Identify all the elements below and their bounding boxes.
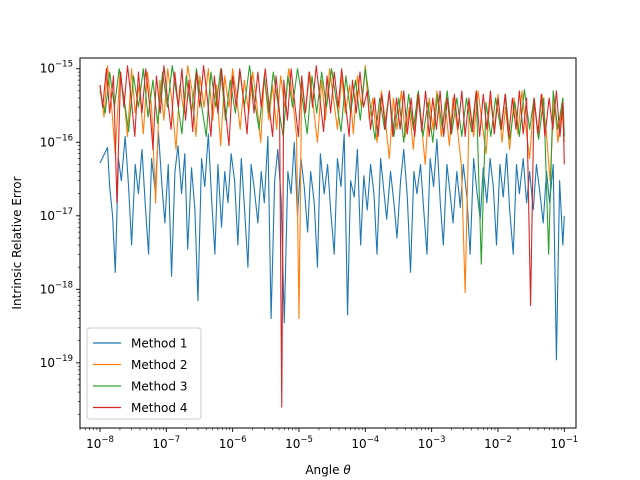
y-tick-label-0-exponent: −19	[55, 354, 73, 364]
y-tick-label-4: 10−15	[40, 60, 73, 76]
series-line-method-2	[99, 65, 565, 320]
y-tick-label-3-exponent: −16	[55, 133, 73, 143]
y-tick-label-2-base: 10	[40, 209, 55, 223]
x-tick-label-2-exponent: −6	[234, 435, 247, 445]
y-tick-label-2-exponent: −17	[55, 207, 73, 217]
x-tick-label-4-exponent: −4	[367, 435, 380, 445]
x-tick-label-6-exponent: −2	[499, 435, 512, 445]
y-tick-label-2: 10−17	[40, 207, 73, 223]
x-tick-label-1: 10−7	[152, 435, 180, 451]
y-tick-label-0: 10−19	[40, 354, 73, 370]
legend-label-method-4: Method 4	[131, 401, 187, 415]
x-axis-label: Angle θ	[305, 463, 351, 477]
x-tick-label-4-base: 10	[351, 437, 366, 451]
x-tick-label-1-base: 10	[152, 437, 167, 451]
x-tick-label-2-base: 10	[219, 437, 234, 451]
x-tick-label-0-base: 10	[86, 437, 101, 451]
x-tick-label-0-exponent: −8	[101, 435, 114, 445]
x-axis: 10−8 10−7 10−6 10−5 10−4 10−3 10−2 10−1	[79, 428, 578, 451]
series-line-method-1	[99, 130, 565, 361]
x-tick-label-4: 10−4	[351, 435, 379, 451]
y-tick-label-0-base: 10	[40, 356, 55, 370]
y-tick-label-3-base: 10	[40, 135, 55, 149]
x-tick-label-5-base: 10	[418, 437, 433, 451]
x-tick-label-7: 10−1	[550, 435, 578, 451]
y-tick-label-4-base: 10	[40, 62, 55, 76]
x-tick-label-1-exponent: −7	[168, 435, 181, 445]
x-tick-label-6: 10−2	[484, 435, 512, 451]
x-axis-label-symbol: θ	[343, 463, 351, 477]
x-tick-label-7-exponent: −1	[566, 435, 579, 445]
plot-area-frame	[79, 57, 577, 429]
series-layer	[99, 65, 565, 408]
y-tick-label-4-exponent: −15	[55, 60, 73, 70]
x-tick-label-0: 10−8	[86, 435, 114, 451]
y-axis-label: Intrinsic Relative Error	[10, 176, 24, 309]
y-tick-label-1: 10−18	[40, 280, 73, 296]
y-tick-label-3: 10−16	[40, 133, 73, 149]
legend-label-method-2: Method 2	[131, 358, 187, 372]
legend-label-method-1: Method 1	[131, 337, 187, 351]
x-tick-label-5-exponent: −3	[433, 435, 446, 445]
y-tick-label-1-exponent: −18	[55, 280, 73, 290]
x-tick-label-5: 10−3	[418, 435, 446, 451]
legend: Method 1 Method 2 Method 3 Method 4	[86, 327, 202, 420]
x-tick-label-6-base: 10	[484, 437, 499, 451]
x-tick-label-3: 10−5	[285, 435, 313, 451]
x-tick-label-2: 10−6	[219, 435, 247, 451]
legend-label-method-3: Method 3	[131, 380, 187, 394]
x-tick-label-3-exponent: −5	[300, 435, 313, 445]
x-tick-label-7-base: 10	[550, 437, 565, 451]
legend-frame	[86, 327, 202, 420]
series-line-method-4	[99, 65, 565, 408]
y-tick-label-1-base: 10	[40, 282, 55, 296]
x-axis-label-prefix: Angle	[305, 463, 343, 477]
x-tick-label-3-base: 10	[285, 437, 300, 451]
